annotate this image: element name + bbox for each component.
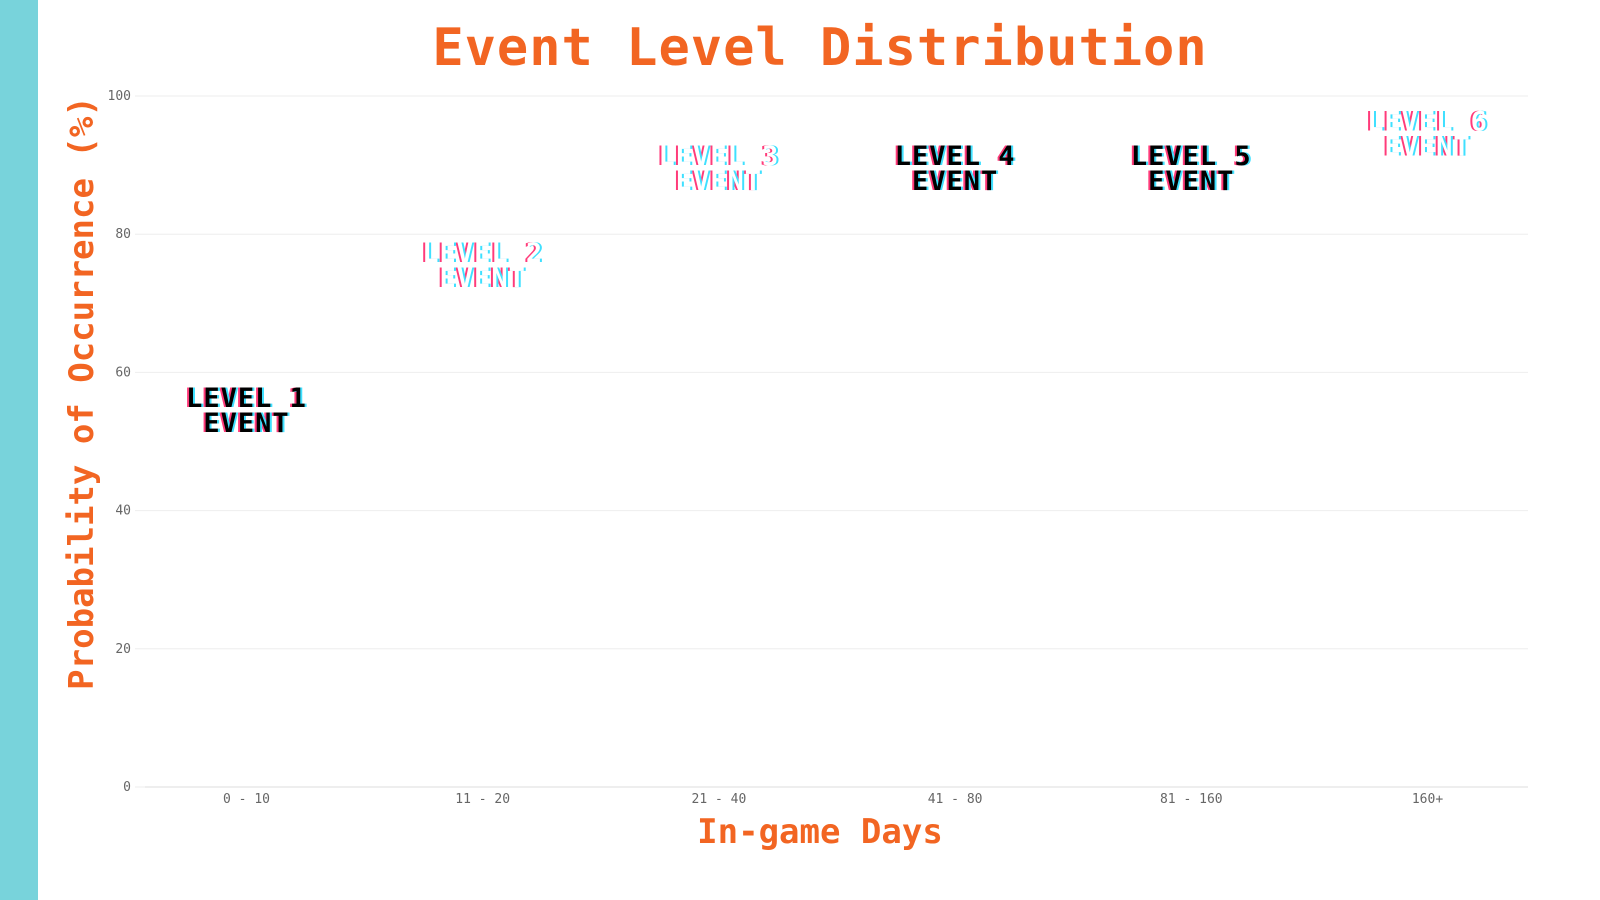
bar-annotation-line: EVENT — [678, 166, 764, 197]
x-tick-label: 81 - 160 — [1160, 792, 1223, 807]
bar-annotation-line: LEVEL 2 — [422, 238, 543, 269]
x-tick-label: 11 - 20 — [455, 792, 510, 807]
bar-annotation-line: EVENT — [1384, 132, 1470, 163]
bar-annotation-line: LEVEL 4 — [893, 141, 1014, 172]
y-tick-label: 0 — [123, 780, 131, 795]
bar-annotation-line: EVENT — [205, 408, 291, 439]
x-tick-label: 41 - 80 — [928, 792, 983, 807]
chart-title: Event Level Distribution — [432, 18, 1208, 78]
bar-annotation-line: EVENT — [1146, 166, 1232, 197]
bar-annotation-line: EVENT — [912, 166, 998, 197]
bars — [145, 96, 1529, 787]
bar-annotation-line: EVENT — [1386, 132, 1472, 163]
bar-annotation-line: LEVEL 2 — [424, 238, 545, 269]
bar-segment-level-1 — [854, 649, 1057, 787]
bar-annotation-line: EVENT — [1382, 132, 1468, 163]
bar-segment-level-1 — [381, 442, 584, 788]
bar-segment-level-1 — [1326, 752, 1529, 787]
bar-segment-level-3 — [1326, 649, 1529, 718]
bar-annotation-line: EVENT — [1150, 166, 1236, 197]
y-tick-label: 80 — [115, 227, 131, 242]
bar-annotation-line: LEVEL 1 — [186, 383, 307, 414]
x-tick-label: 0 - 10 — [223, 792, 270, 807]
x-axis-title: In-game Days — [697, 812, 943, 852]
bar-annotation-line: LEVEL 3 — [657, 141, 778, 172]
bar-annotation-line: LEVEL 5 — [1129, 141, 1250, 172]
bar-annotation-line: LEVEL 6 — [1367, 107, 1488, 138]
bar-annotation-line: EVENT — [1148, 166, 1234, 197]
bar-segment-level-2 — [1090, 580, 1293, 684]
bar-segment-level-5 — [1326, 165, 1529, 372]
bar-annotation-line: EVENT — [676, 166, 762, 197]
bar-annotation-line: LEVEL 6 — [1365, 107, 1486, 138]
bar-annotation-line: LEVEL 1 — [188, 383, 309, 414]
bar-annotation-line: EVENT — [440, 263, 526, 294]
bar-annotation-line: EVENT — [910, 166, 996, 197]
bar-segment-level-1 — [145, 96, 348, 787]
bar-annotation-line: LEVEL 4 — [895, 141, 1016, 172]
bar-segment-level-4 — [1090, 234, 1293, 441]
y-tick-label: 100 — [108, 89, 131, 104]
bar-annotation-line: EVENT — [438, 263, 524, 294]
bar-annotation-line: LEVEL 3 — [661, 141, 782, 172]
y-tick-label: 40 — [115, 504, 131, 519]
bar-annotation-line: LEVEL 5 — [1131, 141, 1252, 172]
x-tick-label: 21 - 40 — [692, 792, 747, 807]
bar-annotation-line: EVENT — [674, 166, 760, 197]
bar-segment-level-2 — [854, 511, 1057, 649]
bar-segment-level-1 — [1090, 683, 1293, 787]
bar-segment-level-2 — [1326, 718, 1529, 753]
bar-annotation-line: LEVEL 5 — [1133, 141, 1254, 172]
axes: 0 20 40 60 80 100 0 - 10 11 - 20 21 - 40 41 - 80 8… — [108, 89, 1528, 807]
y-tick-label: 60 — [115, 365, 131, 380]
bar-annotation-line: EVENT — [914, 166, 1000, 197]
bar-annotation-line: EVENT — [442, 263, 528, 294]
y-tick-label: 20 — [115, 642, 131, 657]
bar-annotation-line: LEVEL 4 — [897, 141, 1018, 172]
bar-annotation-line: LEVEL 3 — [659, 141, 780, 172]
gridlines — [135, 95, 1528, 788]
x-tick-label: 160+ — [1412, 792, 1443, 807]
bar-annotation-line: LEVEL 2 — [420, 238, 541, 269]
bar-annotation-line: EVENT — [201, 408, 287, 439]
side-accent-strip — [0, 0, 38, 900]
bar-annotation-line: LEVEL 6 — [1369, 107, 1490, 138]
bar-annotation-line: EVENT — [203, 408, 289, 439]
bar-annotation-line: LEVEL 1 — [184, 383, 305, 414]
